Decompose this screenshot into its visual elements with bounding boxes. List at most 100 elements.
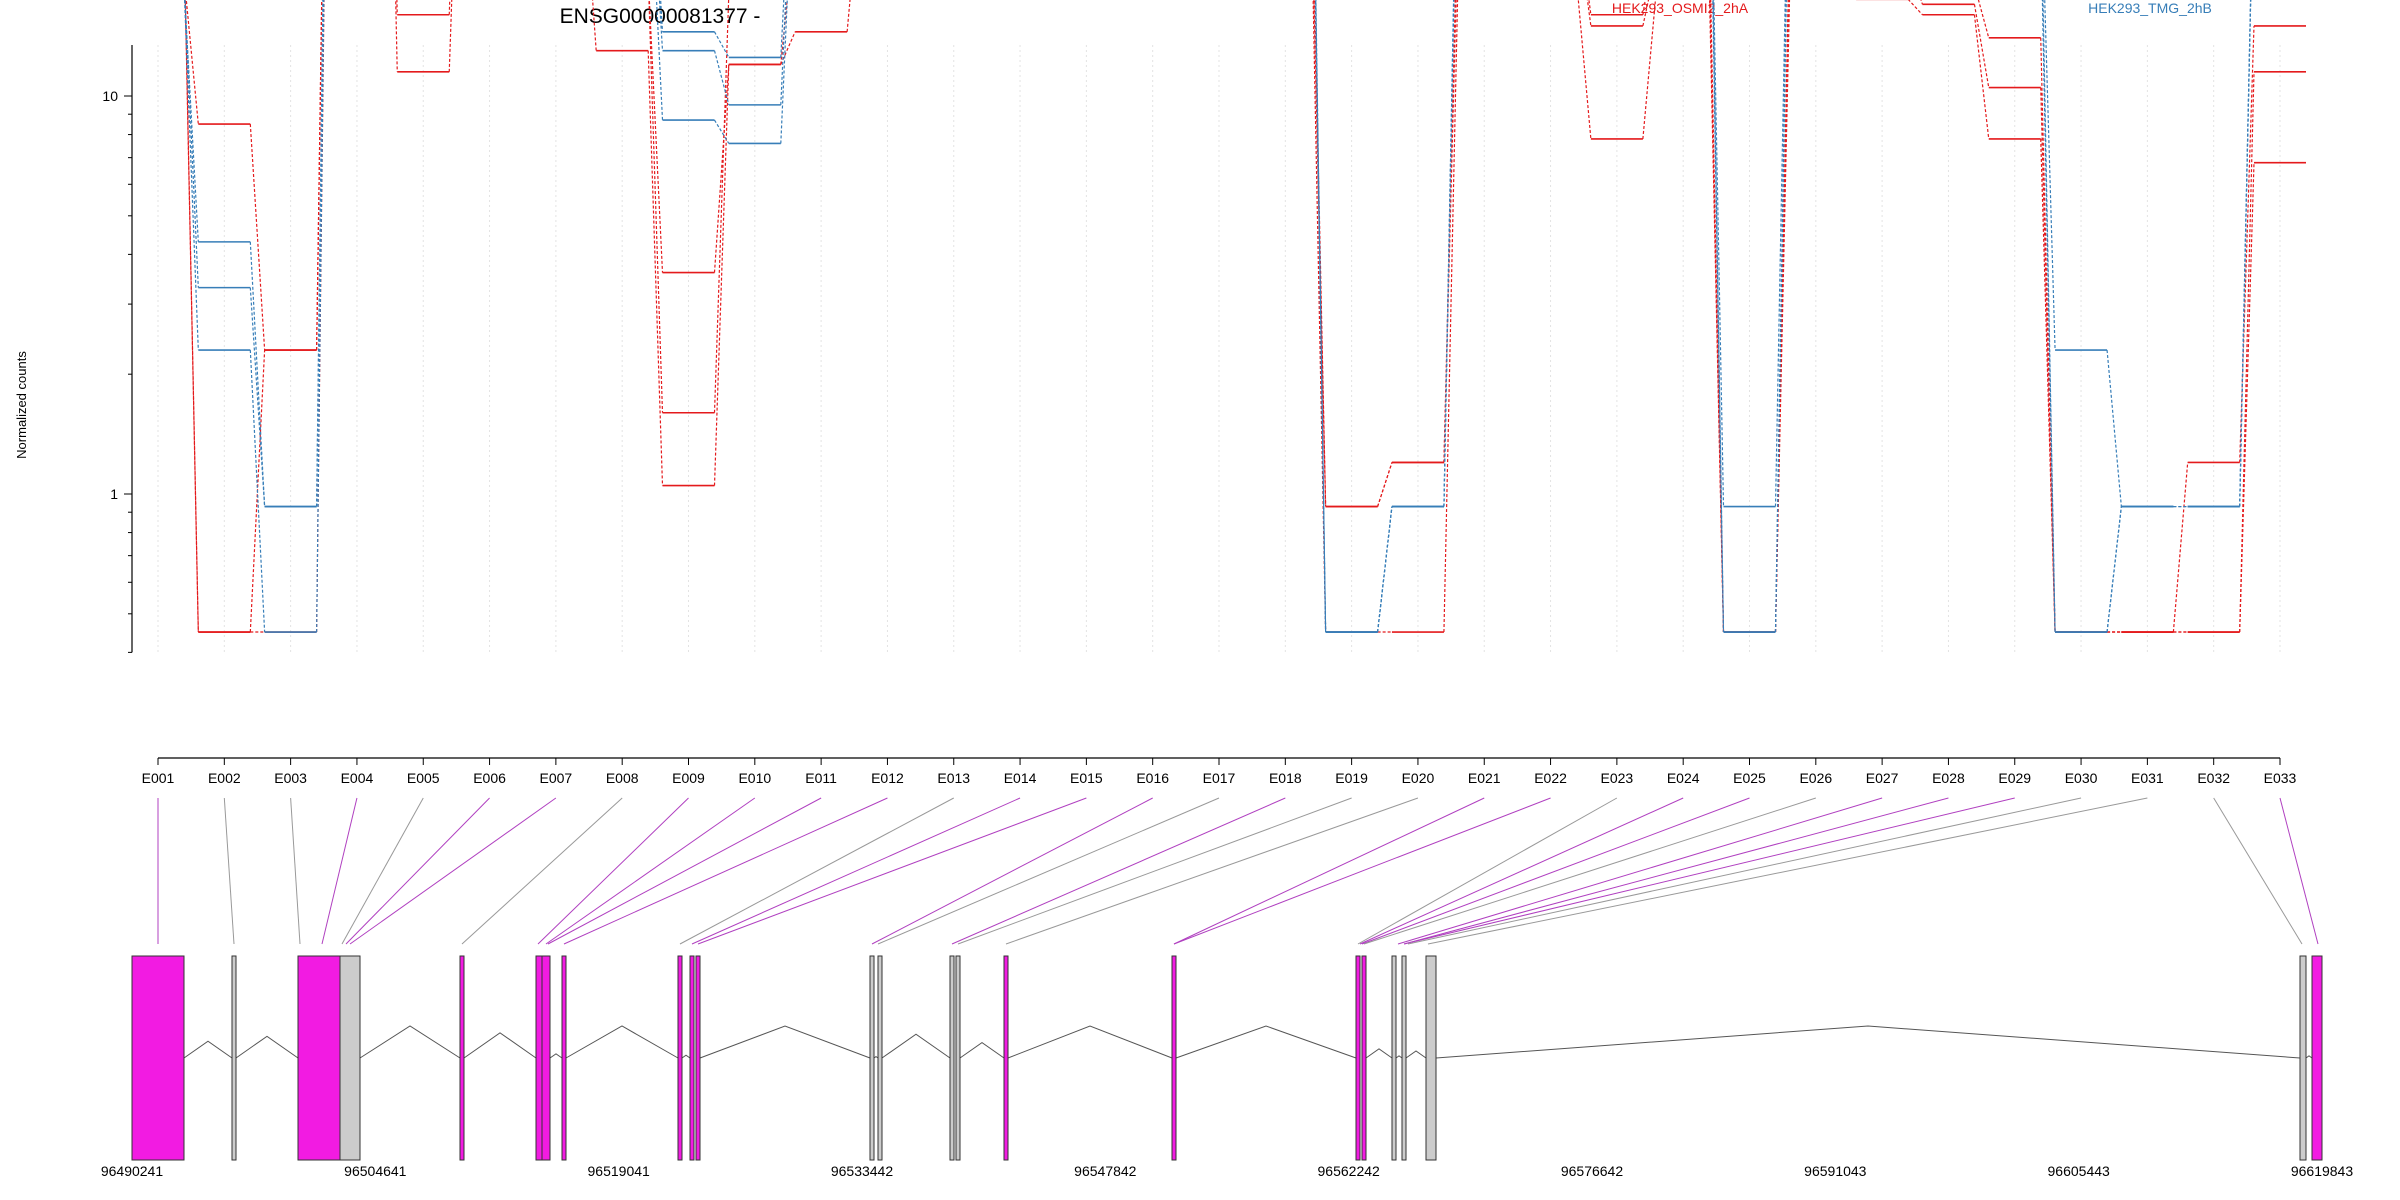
exon-connector xyxy=(349,797,557,945)
exon-connector xyxy=(877,797,1220,945)
exon-connector xyxy=(563,797,888,945)
intron-line xyxy=(463,1032,537,1059)
intron-line xyxy=(1435,1025,2301,1059)
exon-connector xyxy=(697,797,1087,945)
exon-connector xyxy=(691,797,1021,945)
exon-connector xyxy=(321,797,358,945)
series-connector xyxy=(1973,4,1990,88)
exon-box xyxy=(231,955,237,1161)
series-connector xyxy=(1642,0,1650,27)
x-tick-label: E030 xyxy=(2065,770,2098,786)
exon-connector xyxy=(1173,797,1551,945)
series-connector xyxy=(396,0,398,15)
series-connector xyxy=(183,0,199,351)
series-connector xyxy=(2040,87,2056,633)
exon-connector xyxy=(1403,797,2015,945)
intron-line xyxy=(565,1025,679,1059)
x-tick-label: E004 xyxy=(341,770,374,786)
intron-line xyxy=(1007,1025,1173,1059)
exon-box xyxy=(1361,955,1367,1161)
exon-box xyxy=(541,955,551,1161)
exon-connector xyxy=(871,797,1153,945)
series-connector xyxy=(249,124,266,351)
series-connector xyxy=(655,0,664,121)
series-connector xyxy=(1920,0,1924,5)
exon-box xyxy=(695,955,701,1161)
genome-coordinate-label: 96547842 xyxy=(1074,1163,1137,1179)
series-connector xyxy=(658,0,664,51)
exon-connector xyxy=(1005,797,1419,945)
series-connector xyxy=(1577,0,1592,140)
x-tick-label: E005 xyxy=(407,770,440,786)
exon-box xyxy=(2311,955,2323,1161)
exon-box xyxy=(131,955,185,1161)
series-connector xyxy=(184,0,199,633)
x-tick-label: E003 xyxy=(274,770,307,786)
series-connector xyxy=(713,64,730,486)
exon-connector xyxy=(2213,797,2303,945)
series-connector xyxy=(249,350,266,633)
series-connector xyxy=(713,31,730,58)
x-tick-label: E008 xyxy=(606,770,639,786)
x-tick-label: E007 xyxy=(540,770,573,786)
exon-connector xyxy=(290,797,301,945)
series-connector xyxy=(1712,0,1725,633)
legend-series-osmi2: HEK293_OSMI2_2hA xyxy=(1612,0,1749,16)
exon-connector xyxy=(1173,797,1485,945)
exon-connector xyxy=(1361,797,1750,945)
exon-connector xyxy=(1363,797,1816,945)
series-connector xyxy=(2042,0,2056,633)
series-connector xyxy=(2106,506,2122,633)
exon-box xyxy=(339,955,361,1161)
series-connector xyxy=(2239,0,2252,507)
series-connector xyxy=(1312,0,1327,633)
exon-connector xyxy=(547,797,822,945)
x-tick-label: E006 xyxy=(473,770,506,786)
x-tick-label: E011 xyxy=(805,770,837,786)
series-connector xyxy=(1642,0,1657,140)
x-tick-label: E022 xyxy=(1534,770,1567,786)
exon-box xyxy=(955,955,961,1161)
genome-coordinate-label: 96619843 xyxy=(2291,1163,2354,1179)
exon-box xyxy=(1355,955,1361,1161)
intron-line xyxy=(681,1054,691,1059)
genome-coordinate-label: 96591043 xyxy=(1804,1163,1867,1179)
genome-coordinate-label: 96562242 xyxy=(1318,1163,1381,1179)
x-tick-label: E019 xyxy=(1335,770,1368,786)
x-tick-label: E015 xyxy=(1070,770,1103,786)
exon-connector xyxy=(1403,797,1949,945)
exon-connector xyxy=(1427,797,2148,945)
x-tick-label: E013 xyxy=(937,770,970,786)
exon-box xyxy=(1171,955,1177,1161)
series-connector xyxy=(713,0,730,413)
x-tick-label: E032 xyxy=(2197,770,2230,786)
intron-line xyxy=(1395,1055,1403,1059)
series-connector xyxy=(1315,0,1327,633)
y-tick-label: 1 xyxy=(110,486,118,502)
series-connector xyxy=(2239,71,2255,633)
y-axis-label: Normalized counts xyxy=(14,351,29,459)
x-tick-label: E009 xyxy=(672,770,705,786)
genome-coordinate-label: 96504641 xyxy=(344,1163,407,1179)
axis-layer: 110100E001E002E003E004E005E006E007E008E0… xyxy=(102,45,2297,786)
series-connector xyxy=(2106,349,2122,507)
exon-connector xyxy=(341,797,424,945)
exon-box xyxy=(677,955,683,1161)
genome-coordinate-label: 96490241 xyxy=(101,1163,164,1179)
series-connector xyxy=(713,119,730,144)
series-connector xyxy=(1377,462,1393,507)
series-connector xyxy=(713,50,730,106)
series-layer xyxy=(183,0,2306,633)
x-tick-label: E027 xyxy=(1866,770,1899,786)
intron-line xyxy=(2305,1055,2313,1059)
x-tick-label: E020 xyxy=(1402,770,1435,786)
gene-model: 96490241 96504641 96519041 96533442 96547842… xyxy=(101,797,2354,1179)
exon-connector xyxy=(545,797,756,945)
exon-connector xyxy=(537,797,689,945)
x-tick-label: E029 xyxy=(1998,770,2031,786)
x-tick-label: E024 xyxy=(1667,770,1700,786)
exon-connector xyxy=(957,797,1352,945)
series-connector xyxy=(395,0,398,72)
x-tick-label: E023 xyxy=(1601,770,1634,786)
series-connector xyxy=(780,0,785,58)
